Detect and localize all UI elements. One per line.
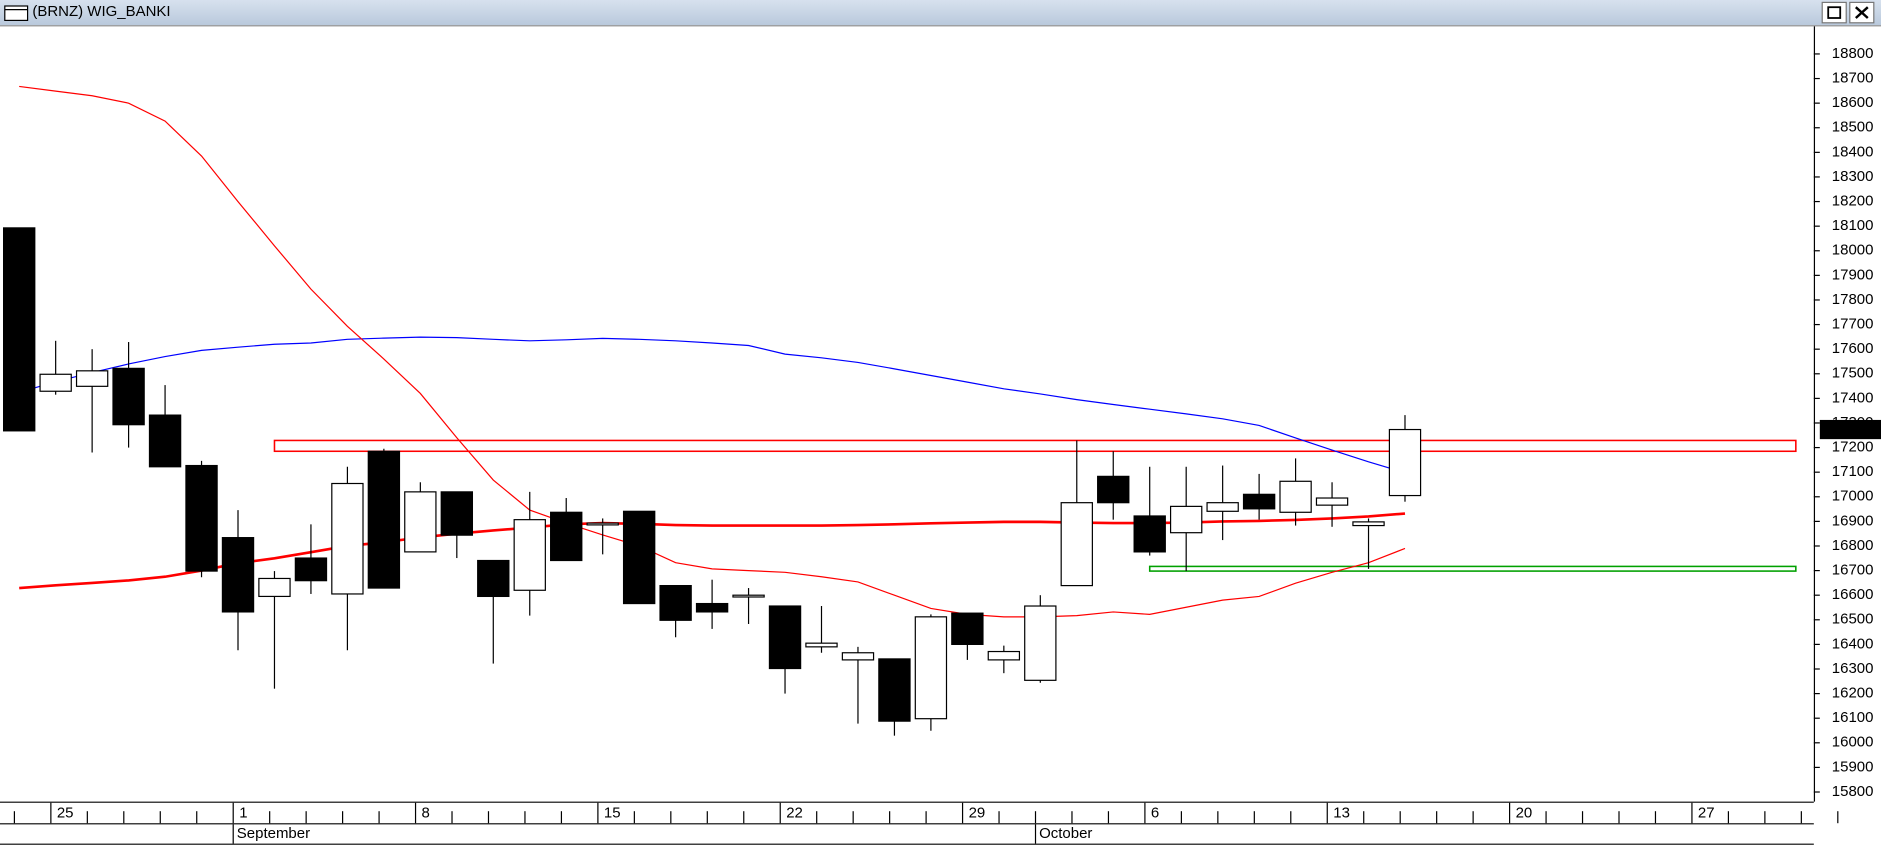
y-tick-label: 17800	[1832, 291, 1874, 308]
x-tick-label: 13	[1333, 805, 1350, 822]
candle-body	[1024, 605, 1057, 681]
x-tick-label: 27	[1698, 805, 1715, 822]
candle-body	[951, 612, 984, 645]
y-tick-label: 18400	[1832, 143, 1874, 160]
y-tick-label: 15900	[1832, 758, 1874, 775]
candle-body	[768, 605, 802, 670]
candle-body	[878, 658, 911, 722]
y-tick-label: 18000	[1832, 242, 1874, 259]
moving-average-line	[19, 336, 1406, 474]
candle-body	[659, 584, 692, 621]
candle-body	[586, 522, 619, 526]
x-tick-label: 8	[422, 805, 430, 822]
y-tick-label: 15800	[1832, 783, 1874, 800]
y-tick-label: 16200	[1832, 685, 1874, 702]
last-price-label: 17273.36	[1822, 421, 1880, 436]
candle-body	[1279, 480, 1312, 513]
y-tick-label: 18500	[1832, 119, 1874, 136]
y-tick-label: 17700	[1832, 316, 1874, 333]
y-tick-label: 16100	[1832, 709, 1874, 726]
x-tick-label: 20	[1516, 805, 1533, 822]
candle-body	[148, 414, 182, 468]
candle-body	[1242, 493, 1276, 510]
candle-body	[622, 510, 656, 605]
candle-body	[294, 557, 328, 582]
candle-body	[39, 373, 72, 392]
y-tick-label: 16700	[1832, 562, 1874, 579]
y-tick-label: 16300	[1832, 660, 1874, 677]
y-tick-label: 16600	[1832, 586, 1874, 603]
candle-body	[513, 519, 546, 591]
candle-body	[1352, 521, 1385, 527]
y-tick-label: 16000	[1832, 734, 1874, 751]
candle-body	[1097, 475, 1130, 504]
candle-body	[550, 511, 583, 562]
y-tick-label: 18200	[1832, 193, 1874, 210]
y-tick-label: 17600	[1832, 340, 1874, 357]
window-title: (BRNZ) WIG_BANKI	[32, 3, 170, 20]
y-tick-label: 17000	[1832, 488, 1874, 505]
candle-body	[367, 450, 401, 589]
candle-body	[440, 491, 474, 536]
zone	[273, 439, 1797, 453]
x-tick-label: 25	[57, 805, 74, 822]
candle-body	[914, 616, 948, 720]
month-label: October	[1039, 825, 1092, 842]
y-tick-label: 17900	[1832, 266, 1874, 283]
y-tick-label: 18800	[1832, 45, 1874, 62]
x-tick-label: 15	[604, 805, 621, 822]
window-icon	[4, 5, 29, 21]
candle-body	[1315, 497, 1349, 506]
candle-body	[1206, 502, 1239, 512]
candle-body	[2, 227, 36, 432]
candle-body	[695, 602, 729, 613]
close-button[interactable]	[1849, 1, 1875, 24]
y-tick-label: 17100	[1832, 463, 1874, 480]
y-tick-label: 17400	[1832, 389, 1874, 406]
candle-body	[221, 537, 255, 613]
y-tick-label: 16900	[1832, 512, 1874, 529]
zone	[1148, 565, 1797, 572]
y-tick-label: 18100	[1832, 217, 1874, 234]
last-price-box	[1819, 419, 1881, 440]
x-tick-label: 6	[1151, 805, 1159, 822]
x-tick-label: 29	[969, 805, 986, 822]
candle-body	[185, 464, 218, 572]
candle-body	[112, 367, 145, 426]
y-tick-label: 18300	[1832, 168, 1874, 185]
candle-body	[1388, 428, 1422, 497]
candle-body	[1060, 502, 1093, 587]
y-tick-label: 16500	[1832, 611, 1874, 628]
candle-body	[732, 594, 765, 598]
title-bar	[0, 0, 1881, 26]
candle-body	[404, 491, 437, 553]
y-tick-label: 17500	[1832, 365, 1874, 382]
x-tick-label: 1	[239, 805, 247, 822]
candle-body	[331, 482, 364, 595]
y-tick-label: 17200	[1832, 439, 1874, 456]
candle-body	[841, 652, 875, 661]
candle-body	[477, 559, 510, 598]
candle-body	[1133, 515, 1166, 553]
month-label: September	[237, 825, 310, 842]
candle-body	[805, 642, 838, 648]
y-tick-label: 18700	[1832, 70, 1874, 87]
x-tick-label: 22	[786, 805, 803, 822]
candle-body	[987, 650, 1021, 661]
y-tick-label: 16800	[1832, 537, 1874, 554]
candle-body	[258, 577, 291, 598]
maximize-button[interactable]	[1821, 1, 1847, 24]
y-tick-label: 16400	[1832, 635, 1874, 652]
moving-average-line	[19, 85, 1406, 618]
candle-body	[75, 370, 109, 387]
candle-body	[1169, 505, 1203, 534]
y-tick-label: 18600	[1832, 94, 1874, 111]
